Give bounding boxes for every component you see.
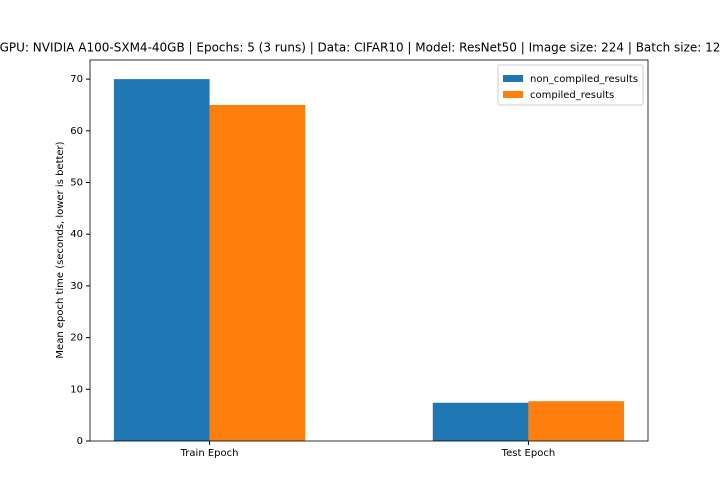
bar: [113, 79, 210, 442]
y-tick-label: 50: [70, 178, 83, 189]
y-tick-label: 0: [77, 436, 83, 447]
legend-box: [497, 64, 644, 106]
y-tick-label: 30: [70, 281, 83, 292]
bar: [528, 401, 625, 441]
legend-label: non_compiled_results: [530, 74, 638, 85]
legend-swatch: [503, 91, 523, 98]
y-tick-label: 70: [70, 74, 83, 85]
y-tick-label: 60: [70, 126, 83, 137]
bar: [432, 402, 529, 441]
legend-swatch: [503, 75, 523, 82]
bar: [209, 104, 306, 441]
legend-label: compiled_results: [530, 90, 614, 101]
x-tick-label: Train Epoch: [180, 448, 239, 459]
chart-title: GPU: NVIDIA A100-SXM4-40GB | Epochs: 5 (…: [0, 41, 720, 55]
axes-frame: [89, 59, 649, 442]
y-tick-label: 10: [70, 384, 83, 395]
x-tick-label: Test Epoch: [501, 448, 556, 459]
y-axis-label: Mean epoch time (seconds, lower is bette…: [55, 141, 66, 358]
y-tick-label: 20: [70, 333, 83, 344]
y-tick-label: 40: [70, 229, 83, 240]
